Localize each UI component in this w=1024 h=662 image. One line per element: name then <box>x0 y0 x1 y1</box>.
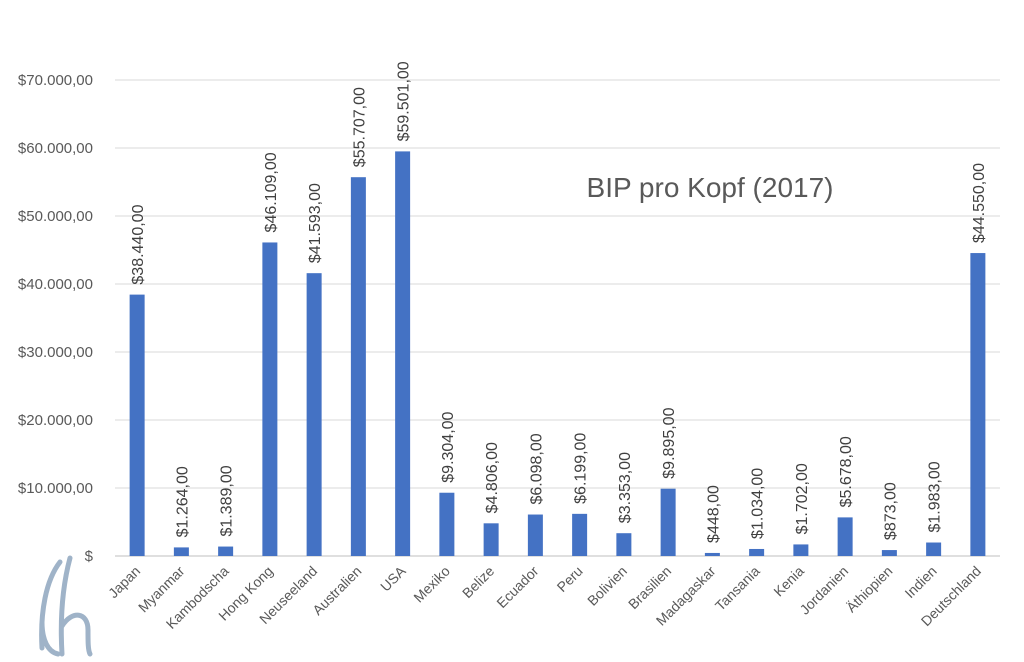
bar <box>970 253 986 556</box>
x-tick-label: Äthiopien <box>843 563 896 616</box>
data-label: $6.199,00 <box>573 433 590 504</box>
x-tick-label: Kenia <box>770 563 807 600</box>
x-tick-label: Australien <box>309 563 364 618</box>
bar <box>837 517 853 556</box>
x-tick-label: Japan <box>105 563 143 601</box>
y-tick-label: $40.000,00 <box>18 276 93 293</box>
bar <box>483 523 499 556</box>
bar <box>129 294 145 556</box>
data-label: $59.501,00 <box>396 61 413 141</box>
y-tick-label: $ <box>85 548 94 565</box>
bar <box>173 547 189 556</box>
x-tick-label: Mexiko <box>410 563 453 606</box>
data-label: $5.678,00 <box>838 436 855 507</box>
x-tick-label: Indien <box>901 563 939 601</box>
x-tick-label: Belize <box>459 563 497 601</box>
data-label: $9.304,00 <box>440 411 457 482</box>
x-tick-label: Jordanien <box>796 563 851 618</box>
data-label: $41.593,00 <box>307 183 324 263</box>
data-labels: $38.440,00 $1.264,00 $1.389,00 $46.109,00 $4… <box>130 61 988 543</box>
data-label: $9.895,00 <box>661 407 678 478</box>
gridlines <box>115 79 1000 557</box>
data-label: $1.264,00 <box>174 466 191 537</box>
bar <box>395 151 411 557</box>
x-tick-label: Bolivien <box>584 563 630 609</box>
y-tick-label: $30.000,00 <box>18 344 93 361</box>
watermark-logo <box>39 555 93 657</box>
data-label: $448,00 <box>705 485 722 543</box>
data-label: $1.034,00 <box>750 468 767 539</box>
x-tick-label: Tansania <box>712 563 763 614</box>
bar <box>616 533 632 556</box>
data-label: $44.550,00 <box>971 163 988 243</box>
x-tick-label: Ecuador <box>493 563 541 611</box>
bar <box>660 488 676 556</box>
bar <box>527 514 543 556</box>
data-label: $55.707,00 <box>351 87 368 167</box>
bar <box>262 242 278 556</box>
data-label: $6.098,00 <box>528 433 545 504</box>
data-label: $38.440,00 <box>130 204 147 284</box>
bar <box>926 542 942 556</box>
data-label: $3.353,00 <box>617 452 634 523</box>
bar <box>881 550 897 556</box>
data-label: $46.109,00 <box>263 152 280 232</box>
y-tick-label: $20.000,00 <box>18 412 93 429</box>
bar <box>749 548 765 556</box>
x-tick-label: Peru <box>554 563 586 595</box>
data-label: $1.389,00 <box>219 465 236 536</box>
data-label: $4.806,00 <box>484 442 501 513</box>
y-tick-label: $70.000,00 <box>18 72 93 89</box>
bar <box>793 544 809 556</box>
bar <box>350 177 366 557</box>
y-tick-label: $10.000,00 <box>18 480 93 497</box>
bar <box>306 273 322 556</box>
x-tick-label: USA <box>377 562 409 594</box>
bar <box>572 513 588 556</box>
bar <box>439 492 455 556</box>
y-axis-ticks: $ $10.000,00 $20.000,00 $30.000,00 $40.000,0… <box>18 72 94 565</box>
data-label: $873,00 <box>882 482 899 540</box>
bar <box>704 552 720 556</box>
data-label: $1.983,00 <box>927 461 944 532</box>
data-label: $1.702,00 <box>794 463 811 534</box>
bars <box>129 151 986 557</box>
y-tick-label: $60.000,00 <box>18 140 93 157</box>
bar <box>218 546 234 556</box>
chart-title: BIP pro Kopf (2017) <box>587 172 834 203</box>
y-tick-label: $50.000,00 <box>18 208 93 225</box>
